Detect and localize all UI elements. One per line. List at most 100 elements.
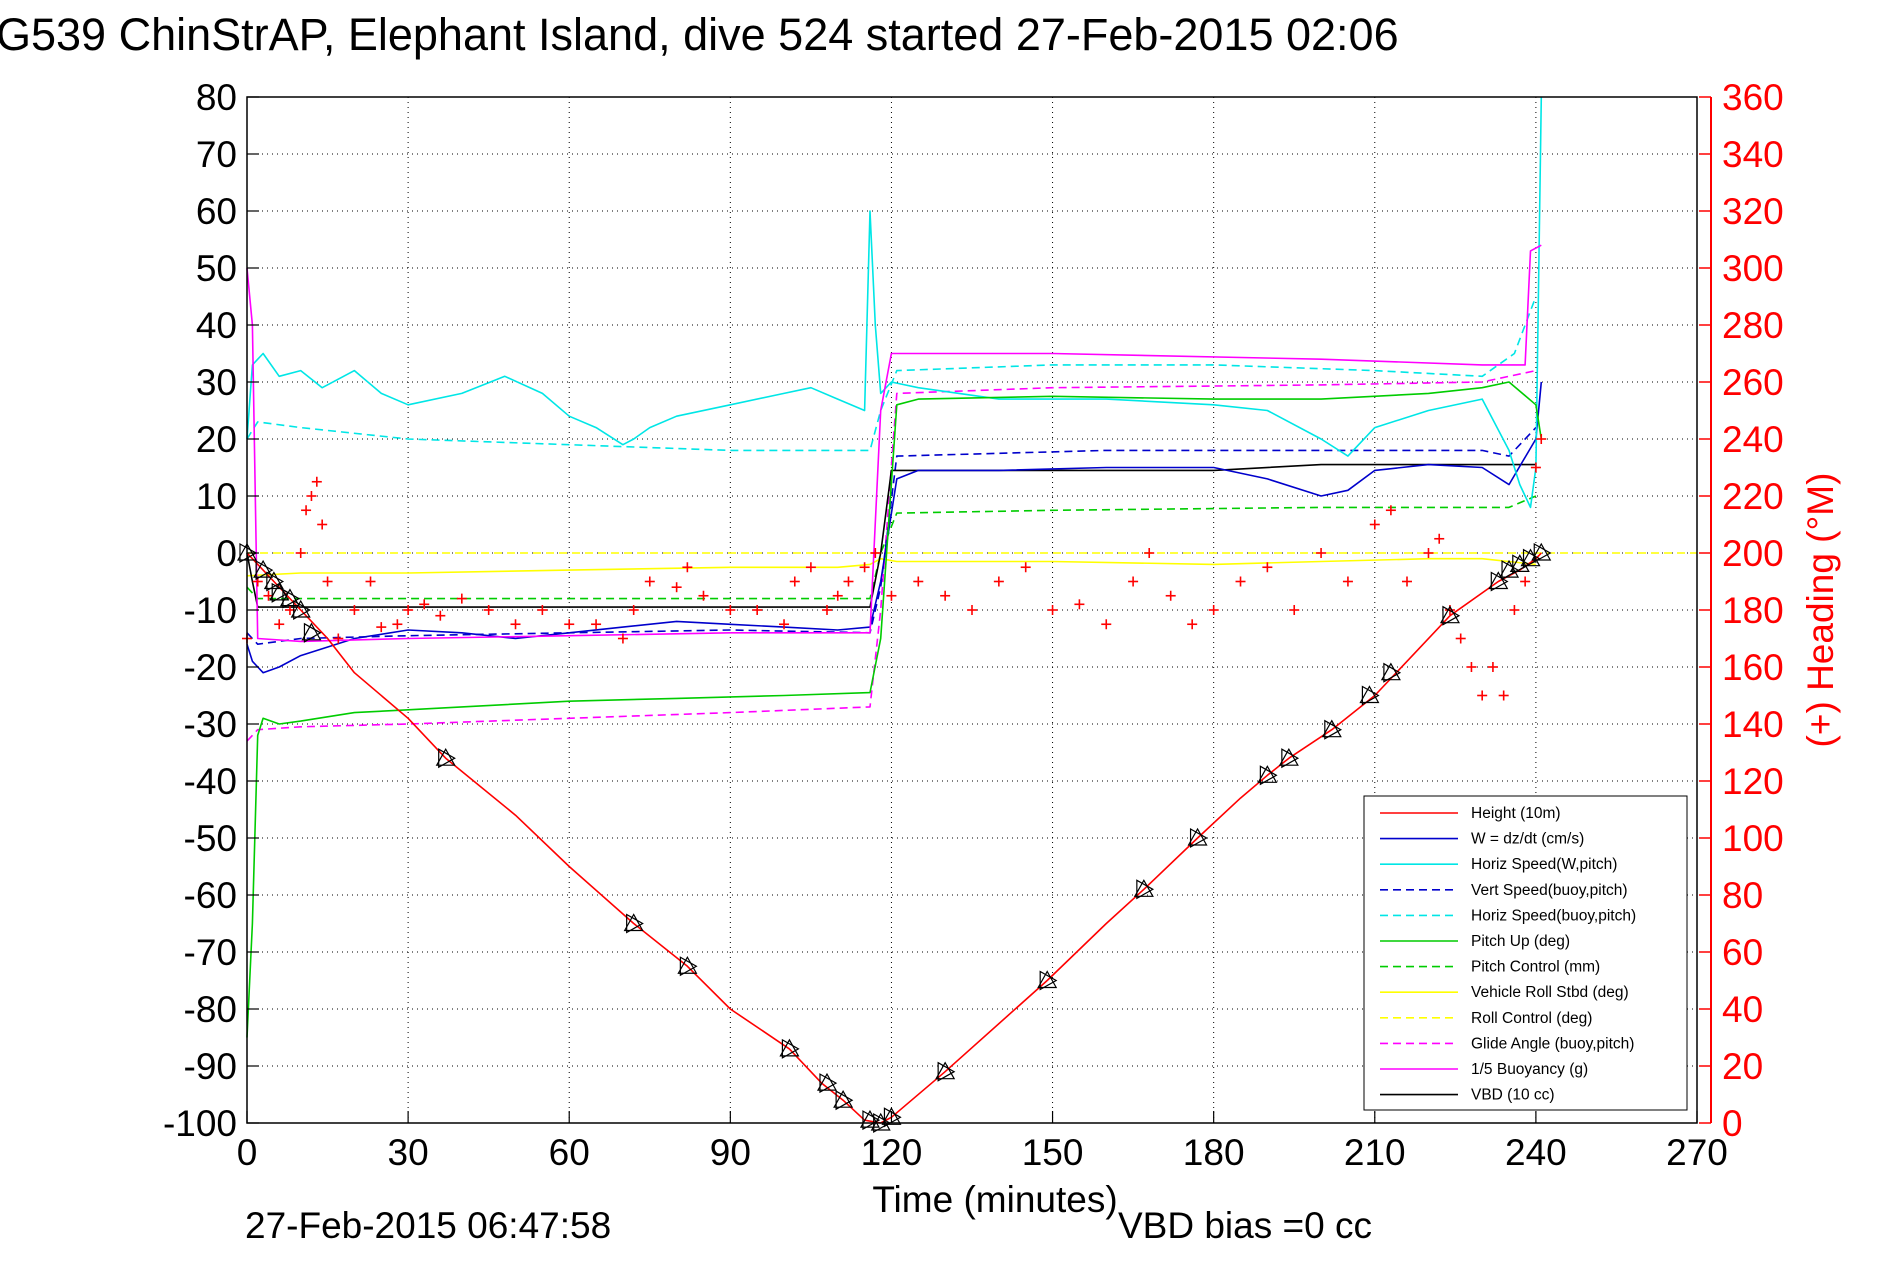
depth-marker [779,1038,800,1059]
y2-tick-label: 280 [1722,305,1784,346]
y-tick-label: -70 [184,932,237,973]
x-tick-label: 270 [1666,1132,1728,1173]
heading-point [1074,599,1085,610]
y-tick-label: 0 [216,533,237,574]
y-tick-label: 60 [196,191,237,232]
depth-marker [1499,559,1520,581]
depth-marker [301,622,322,643]
y2-tick-label: 20 [1722,1046,1763,1087]
depth-marker-layer [236,542,1552,1134]
depth-marker [935,1061,956,1082]
heading-point [376,622,387,633]
series-line-11 [246,463,1536,608]
y-tick-label: 20 [196,419,237,460]
heading-point [1128,576,1139,587]
y-tick-label: -80 [184,989,237,1030]
depth-marker [816,1072,838,1094]
heading-point [644,576,655,587]
heading-point [1423,548,1434,558]
series-line-7 [246,557,1536,577]
heading-point [1047,605,1058,615]
heading-layer [242,434,1547,701]
x-axis-label: Time (minutes) [872,1179,1117,1220]
y-tick-label: 80 [196,77,237,118]
heading-point [859,562,870,573]
depth-marker [1321,719,1343,740]
x-tick-label: 30 [388,1132,429,1173]
y2-axis-label: (+) Heading (°M) [1800,473,1841,748]
heading-point [805,562,816,573]
heading-point [993,576,1004,587]
heading-point [295,548,306,558]
depth-marker [269,582,290,603]
y2-tick-label: 360 [1722,77,1784,118]
heading-point [349,605,360,615]
heading-point [725,605,736,615]
depth-marker [881,1107,902,1128]
x-tick-label: 150 [1022,1132,1084,1173]
y-tick-label: -100 [163,1103,237,1144]
heading-point [419,599,430,610]
heading-point [1369,519,1380,530]
depth-marker [677,956,698,977]
heading-point [1487,662,1498,672]
timestamp-label: 27-Feb-2015 06:47:58 [245,1205,611,1246]
series-layer [246,96,1697,1124]
depth-marker [1531,542,1552,564]
heading-point [1530,462,1541,473]
heading-point [1509,605,1520,615]
heading-point [1477,690,1488,701]
heading-point [274,619,285,630]
series-line-3 [246,427,1537,646]
depth-marker [435,747,456,769]
series-line-9 [246,369,1537,742]
y2-tick-label: 100 [1722,818,1784,859]
heading-point [1262,562,1273,573]
heading-point [333,633,344,644]
heading-point [306,491,317,501]
y-tick-label: 50 [196,248,237,289]
legend-label: Horiz Speed(W,pitch) [1471,856,1617,873]
heading-point [1316,548,1327,558]
heading-point [1402,576,1412,587]
heading-point [870,548,881,558]
heading-point [789,576,800,587]
heading-point [671,582,682,593]
heading-point [843,576,854,587]
heading-point [564,619,575,630]
y2-tick-labels: 3603403203002802602402202001801601401201… [1722,77,1784,1144]
heading-point [1466,662,1477,672]
y2-tick-label: 80 [1722,875,1763,916]
y-tick-label: -30 [184,704,237,745]
legend-label: Vehicle Roll Stbd (deg) [1471,984,1629,1001]
legend-label: 1/5 Buoyancy (g) [1471,1061,1588,1078]
y2-tick-label: 0 [1722,1103,1743,1144]
depth-marker [1520,548,1541,569]
y2-tick-label: 300 [1722,248,1784,289]
y2-tick-label: 320 [1722,191,1784,232]
heading-point [392,619,403,630]
y2-tick-label: 160 [1722,647,1784,688]
heading-point [317,519,328,530]
legend-label: Roll Control (deg) [1471,1010,1592,1027]
x-tick-label: 180 [1183,1132,1245,1173]
y2-tick-label: 40 [1722,989,1763,1030]
y-tick-label: -50 [184,818,237,859]
depth-marker [290,599,311,621]
heading-point [617,633,628,644]
depth-marker [859,1109,881,1131]
legend-label: Horiz Speed(buoy,pitch) [1471,907,1636,924]
legend-label: VBD (10 cc) [1471,1087,1555,1104]
chart-title: G539 ChinStrAP, Elephant Island, dive 52… [0,9,1399,60]
heading-point [967,605,977,615]
series-line-4 [246,296,1537,452]
heading-point [365,576,376,587]
series-line-5 [246,381,1543,1038]
y2-tick-label: 120 [1722,761,1784,802]
heading-point [1520,576,1531,587]
legend-label: Vert Speed(buoy,pitch) [1471,882,1628,899]
y2-tick-label: 60 [1722,932,1763,973]
heading-point [322,576,333,587]
depth-marker [253,559,274,581]
series-line-6 [246,495,1537,600]
